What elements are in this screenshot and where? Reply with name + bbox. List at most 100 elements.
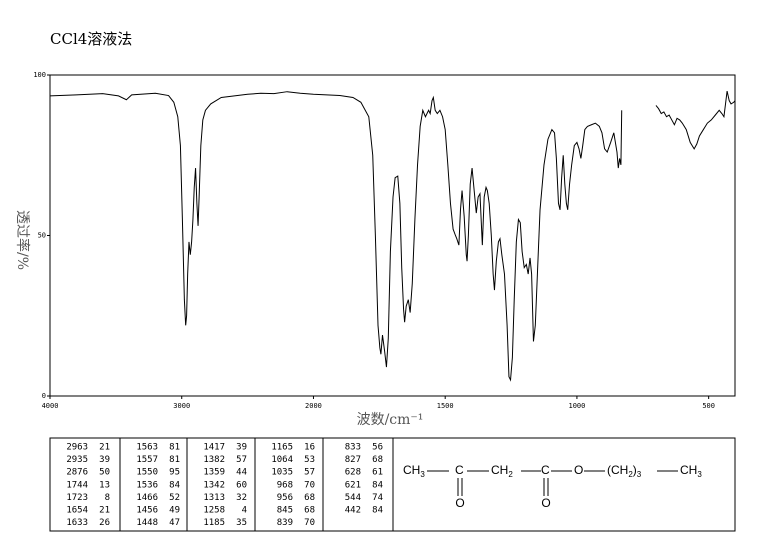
table-transmittance: 50 [99,468,110,478]
table-wavenumber: 1313 [203,493,225,503]
table-transmittance: 70 [304,518,315,528]
table-transmittance: 81 [169,455,180,465]
table-wavenumber: 1382 [203,455,225,465]
structure-group: CH2 [491,463,513,479]
x-axis-label: 波数/cm⁻¹ [357,412,424,428]
table-wavenumber: 839 [277,518,293,528]
table-wavenumber: 1035 [271,468,293,478]
structure-text: C [541,463,550,477]
table-transmittance: 84 [372,506,383,516]
table-wavenumber: 1550 [136,468,158,478]
table-transmittance: 74 [372,493,383,503]
table-transmittance: 53 [304,455,315,465]
table-transmittance: 21 [99,443,110,453]
table-transmittance: 8 [105,493,110,503]
structure-group: CH3 [680,463,702,479]
table-transmittance: 44 [236,468,247,478]
x-tick-label: 4000 [42,402,59,410]
table-transmittance: 13 [99,480,110,490]
structure-text: (CH [607,463,628,477]
y-tick-label: 0 [42,392,46,400]
table-wavenumber: 1654 [66,506,88,516]
y-axis-label: 透过率/% [14,210,31,270]
table-transmittance: 16 [304,443,315,453]
table-wavenumber: 1557 [136,455,158,465]
table-wavenumber: 968 [277,480,293,490]
x-tick-label: 2000 [305,402,322,410]
table-transmittance: 68 [304,493,315,503]
table-transmittance: 32 [236,493,247,503]
table-transmittance: 60 [236,480,247,490]
table-wavenumber: 1064 [271,455,293,465]
structure-text: 3 [420,470,425,479]
spectrum-line [49,91,623,382]
table-wavenumber: 1633 [66,518,88,528]
table-transmittance: 56 [372,443,383,453]
structure-group: C [455,463,464,477]
table-transmittance: 4 [242,506,247,516]
table-transmittance: 95 [169,468,180,478]
table-transmittance: 57 [236,455,247,465]
structure-text: C [455,463,464,477]
x-tick-label: 1500 [437,402,454,410]
table-transmittance: 26 [99,518,110,528]
table-wavenumber: 628 [345,468,361,478]
table-wavenumber: 2963 [66,443,88,453]
table-wavenumber: 2876 [66,468,88,478]
structure-group: CH3 [403,463,425,479]
table-wavenumber: 1536 [136,480,158,490]
table-transmittance: 35 [236,518,247,528]
table-transmittance: 68 [304,506,315,516]
structure-text: 3 [697,470,702,479]
chart-title: CCl4溶液法 [50,30,132,48]
structure-group: (CH2)3 [607,463,642,479]
table-wavenumber: 1563 [136,443,158,453]
table-wavenumber: 1165 [271,443,293,453]
structure-text: 2 [628,470,633,479]
table-wavenumber: 1359 [203,468,225,478]
table-transmittance: 47 [169,518,180,528]
y-tick-label: 100 [33,71,46,79]
structure-group: O [574,463,583,477]
table-wavenumber: 442 [345,506,361,516]
table-wavenumber: 1456 [136,506,158,516]
table-transmittance: 52 [169,493,180,503]
structure-text: 2 [508,470,513,479]
table-transmittance: 84 [372,480,383,490]
table-wavenumber: 956 [277,493,293,503]
table-transmittance: 70 [304,480,315,490]
x-tick-label: 3000 [173,402,190,410]
structure-bonds [427,470,678,496]
table-transmittance: 39 [99,455,110,465]
table-wavenumber: 1744 [66,480,88,490]
table-transmittance: 81 [169,443,180,453]
structure-text: CH [403,463,420,477]
structure-group: C [541,463,550,477]
carbonyl-oxygen: O [541,496,550,510]
spectrum-line [655,90,736,150]
x-tick-label: 500 [702,402,715,410]
table-wavenumber: 845 [277,506,293,516]
structure-text: CH [491,463,508,477]
table-transmittance: 21 [99,506,110,516]
table-wavenumber: 1185 [203,518,225,528]
table-wavenumber: 1448 [136,518,158,528]
table-transmittance: 84 [169,480,180,490]
structure-text: 3 [637,470,642,479]
table-wavenumber: 1342 [203,480,225,490]
table-wavenumber: 1466 [136,493,158,503]
table-transmittance: 61 [372,468,383,478]
x-tick-label: 1000 [568,402,585,410]
plot-frame [49,74,736,397]
table-wavenumber: 827 [345,455,361,465]
table-wavenumber: 544 [345,493,361,503]
structure-text: CH [680,463,697,477]
table-transmittance: 49 [169,506,180,516]
table-transmittance: 39 [236,443,247,453]
carbonyl-oxygen: O [455,496,464,510]
y-tick-label: 50 [38,232,46,240]
table-wavenumber: 1258 [203,506,225,516]
table-wavenumber: 621 [345,480,361,490]
